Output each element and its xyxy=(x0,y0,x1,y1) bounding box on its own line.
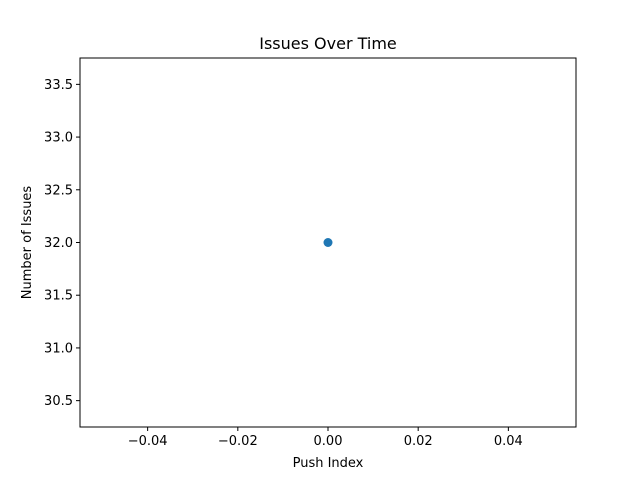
x-tick-label: 0.00 xyxy=(314,434,343,449)
x-tick-label: 0.04 xyxy=(494,434,523,449)
x-tick-label: 0.02 xyxy=(404,434,433,449)
data-points xyxy=(323,238,333,247)
y-tick-label: 33.0 xyxy=(44,131,73,146)
y-axis-label: Number of Issues xyxy=(20,186,35,300)
chart-title: Issues Over Time xyxy=(259,34,397,53)
y-tick-label: 32.5 xyxy=(44,183,73,198)
y-tick-label: 30.5 xyxy=(44,394,73,409)
scatter-point xyxy=(323,238,333,247)
x-tick-label: −0.02 xyxy=(218,434,258,449)
y-tick-label: 31.0 xyxy=(44,341,73,356)
y-axis-ticks: 30.5 31.0 31.5 32.0 32.5 33.0 33.5 xyxy=(44,78,80,409)
x-tick-label: −0.04 xyxy=(128,434,168,449)
x-axis-label: Push Index xyxy=(293,456,364,471)
y-tick-label: 32.0 xyxy=(44,236,73,251)
y-tick-label: 31.5 xyxy=(44,289,73,304)
plot-frame xyxy=(79,57,577,428)
x-axis-ticks: −0.04 −0.02 0.00 0.02 0.04 xyxy=(128,427,523,449)
y-tick-label: 33.5 xyxy=(44,78,73,93)
